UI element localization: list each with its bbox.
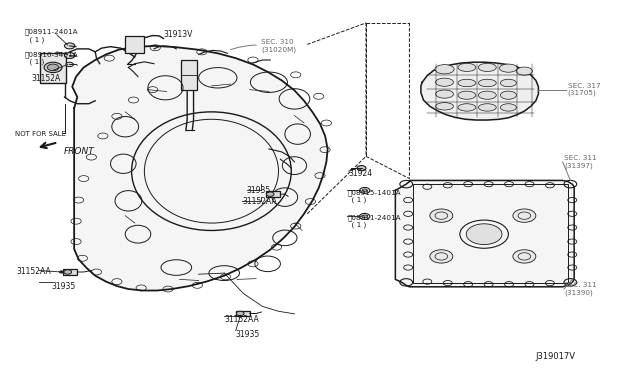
Bar	[40, 52, 66, 83]
Circle shape	[362, 215, 367, 218]
Circle shape	[430, 209, 453, 222]
Ellipse shape	[458, 79, 476, 87]
Polygon shape	[421, 62, 538, 120]
Ellipse shape	[478, 63, 496, 71]
Ellipse shape	[516, 67, 532, 75]
Text: 31152AA: 31152AA	[242, 197, 277, 206]
Text: 31152AA: 31152AA	[224, 315, 259, 324]
Ellipse shape	[436, 78, 454, 86]
Ellipse shape	[458, 104, 476, 111]
Polygon shape	[72, 46, 328, 291]
Circle shape	[65, 52, 75, 58]
Text: 31935: 31935	[246, 186, 271, 195]
Polygon shape	[396, 180, 574, 287]
Ellipse shape	[499, 64, 517, 72]
Text: 31935: 31935	[236, 330, 260, 340]
Ellipse shape	[478, 91, 496, 99]
Circle shape	[513, 209, 536, 222]
Ellipse shape	[436, 103, 454, 110]
Bar	[266, 191, 280, 197]
Text: SEC. 311
(31390): SEC. 311 (31390)	[564, 282, 596, 296]
Circle shape	[66, 62, 74, 67]
Ellipse shape	[458, 91, 476, 99]
Bar	[63, 269, 77, 275]
Text: ⓝ08911-2401A
  ( 1 ): ⓝ08911-2401A ( 1 )	[25, 29, 79, 43]
Circle shape	[513, 250, 536, 263]
Ellipse shape	[500, 104, 516, 111]
Circle shape	[60, 271, 63, 273]
Text: 31935: 31935	[52, 282, 76, 291]
Text: NOT FOR SALE: NOT FOR SALE	[15, 131, 66, 137]
Circle shape	[236, 311, 244, 316]
Text: FRONT: FRONT	[63, 147, 94, 156]
Ellipse shape	[44, 62, 62, 73]
Text: ⓝ08916-3401A
  ( 1 ): ⓝ08916-3401A ( 1 )	[25, 51, 79, 65]
Text: J319017V: J319017V	[536, 352, 576, 361]
Circle shape	[64, 270, 72, 274]
Circle shape	[430, 250, 453, 263]
Text: 31152AA: 31152AA	[17, 267, 51, 276]
Text: ⓝ08911-2401A
  ( 1 ): ⓝ08911-2401A ( 1 )	[348, 214, 401, 228]
Text: ⓝ08915-1401A
  ( 1 ): ⓝ08915-1401A ( 1 )	[348, 189, 401, 203]
Bar	[413, 184, 568, 283]
Bar	[125, 36, 145, 53]
Circle shape	[362, 189, 367, 192]
Ellipse shape	[458, 63, 476, 71]
Bar	[181, 60, 197, 90]
Text: 31152A: 31152A	[31, 74, 61, 83]
Circle shape	[357, 166, 366, 171]
Ellipse shape	[478, 104, 496, 111]
Ellipse shape	[478, 79, 496, 87]
Circle shape	[65, 43, 75, 49]
Ellipse shape	[500, 79, 516, 87]
Text: 31924: 31924	[349, 169, 373, 177]
Text: SEC. 310
(31020M): SEC. 310 (31020M)	[261, 39, 296, 53]
Ellipse shape	[436, 90, 454, 98]
Text: SEC. 317
(31705): SEC. 317 (31705)	[568, 83, 600, 96]
Circle shape	[467, 224, 502, 244]
Circle shape	[266, 192, 274, 196]
Text: SEC. 311
(31397): SEC. 311 (31397)	[564, 155, 596, 169]
Text: 31913V: 31913V	[164, 30, 193, 39]
Ellipse shape	[435, 65, 454, 74]
Ellipse shape	[47, 64, 59, 71]
Ellipse shape	[500, 91, 516, 99]
Bar	[236, 311, 250, 317]
